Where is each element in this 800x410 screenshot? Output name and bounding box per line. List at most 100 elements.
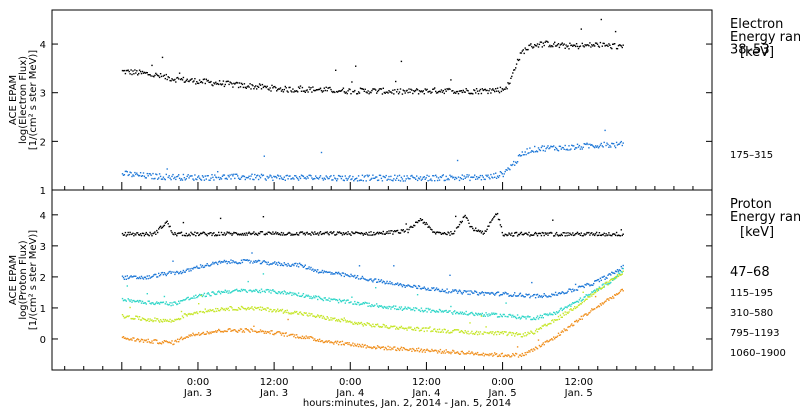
data-point: [303, 90, 305, 92]
data-point: [246, 259, 248, 261]
data-point: [129, 338, 131, 341]
data-point: [509, 233, 511, 235]
data-point: [594, 45, 596, 47]
data-point: [252, 178, 254, 181]
data-point: [542, 295, 544, 297]
data-point: [135, 275, 137, 277]
data-point: [423, 221, 425, 224]
data-point: [393, 325, 395, 327]
data-point: [576, 143, 579, 145]
data-point: [356, 345, 358, 347]
data-point: [491, 176, 493, 178]
data-point: [503, 235, 505, 237]
data-point: [512, 332, 514, 334]
data-point: [316, 233, 318, 235]
data-point: [282, 264, 285, 267]
data-point: [470, 92, 472, 95]
data-point: [210, 80, 212, 83]
data-point: [145, 71, 147, 74]
data-point: [562, 44, 564, 46]
data-point: [257, 86, 260, 88]
data-point: [124, 170, 127, 173]
data-point: [295, 262, 297, 265]
data-point: [228, 261, 230, 263]
data-point: [553, 311, 555, 314]
data-point: [573, 302, 575, 304]
data-point: [580, 28, 582, 30]
data-point: [618, 143, 621, 145]
data-point: [478, 313, 481, 316]
data-point: [538, 294, 541, 297]
data-point: [294, 334, 296, 336]
data-point: [321, 317, 324, 319]
data-point: [362, 180, 364, 182]
data-point: [348, 320, 350, 323]
data-point: [471, 311, 473, 314]
data-point: [276, 262, 278, 264]
data-point: [619, 269, 622, 272]
data-point: [451, 351, 453, 353]
data-point: [351, 321, 353, 323]
data-point: [151, 276, 153, 278]
data-point: [345, 274, 347, 276]
data-point: [348, 275, 350, 277]
x-axis-label: hours:minutes, Jan. 2, 2014 - Jan. 5, 20…: [303, 398, 511, 409]
data-point: [264, 178, 266, 180]
data-point: [250, 233, 252, 236]
data-point: [178, 174, 180, 176]
data-point: [274, 232, 276, 235]
data-point: [327, 340, 329, 342]
data-point: [427, 327, 429, 329]
data-point: [529, 235, 531, 237]
data-point: [605, 144, 607, 147]
data-point: [306, 268, 308, 270]
data-point: [338, 341, 341, 344]
data-point: [494, 313, 496, 315]
data-point: [133, 73, 135, 75]
data-point: [614, 278, 616, 280]
data-point: [353, 323, 355, 325]
data-point: [444, 290, 446, 292]
data-point: [136, 70, 138, 72]
data-point: [232, 86, 234, 88]
data-point: [234, 261, 236, 264]
data-point: [270, 292, 272, 294]
data-point: [608, 232, 610, 234]
data-point: [593, 282, 595, 285]
data-point: [186, 315, 188, 317]
data-point: [322, 272, 325, 274]
data-point: [285, 332, 287, 334]
data-point: [314, 338, 316, 340]
data-point: [357, 175, 360, 177]
data-point: [445, 309, 447, 312]
data-point: [545, 295, 547, 297]
data-point: [261, 306, 264, 309]
data-point: [618, 234, 621, 237]
data-point: [245, 87, 247, 89]
data-point: [339, 300, 342, 302]
data-point: [470, 225, 472, 228]
data-point: [198, 267, 201, 269]
data-point: [203, 312, 206, 314]
data-point: [302, 90, 305, 92]
data-point: [366, 279, 368, 281]
data-point: [561, 291, 563, 293]
data-point: [594, 146, 596, 149]
data-point: [178, 232, 181, 234]
data-point: [238, 178, 241, 180]
data-point: [246, 329, 248, 331]
data-point: [315, 340, 317, 342]
data-point: [396, 308, 398, 311]
data-point: [461, 330, 463, 333]
data-point: [602, 286, 604, 288]
data-point: [508, 354, 510, 357]
data-point: [495, 213, 497, 215]
data-point: [524, 232, 526, 234]
data-point: [525, 318, 527, 320]
data-point: [230, 330, 232, 332]
data-point: [618, 292, 621, 294]
data-point: [301, 265, 304, 267]
data-point: [294, 175, 296, 177]
data-point: [544, 323, 546, 326]
data-point: [558, 334, 561, 336]
